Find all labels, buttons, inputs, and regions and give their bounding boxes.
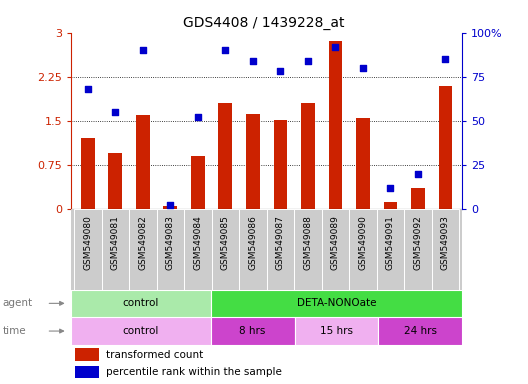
Bar xyxy=(157,209,184,290)
Text: GSM549082: GSM549082 xyxy=(138,215,147,270)
Text: DETA-NONOate: DETA-NONOate xyxy=(297,298,376,308)
Text: GSM549085: GSM549085 xyxy=(221,215,230,270)
Text: GSM549093: GSM549093 xyxy=(441,215,450,270)
Bar xyxy=(219,103,232,209)
Point xyxy=(386,185,395,191)
Bar xyxy=(71,317,211,345)
Bar xyxy=(129,209,157,290)
Bar xyxy=(322,209,349,290)
Point xyxy=(166,202,175,209)
Text: GSM549084: GSM549084 xyxy=(193,215,202,270)
Bar xyxy=(101,209,129,290)
Bar xyxy=(81,138,95,209)
Point xyxy=(359,65,367,71)
Bar xyxy=(164,206,177,209)
Text: GSM549091: GSM549091 xyxy=(386,215,395,270)
Text: GSM549088: GSM549088 xyxy=(304,215,313,270)
Point xyxy=(441,56,450,62)
Text: GSM549092: GSM549092 xyxy=(413,215,422,270)
Bar xyxy=(246,114,260,209)
Bar xyxy=(328,41,342,209)
Point xyxy=(138,47,147,53)
Bar xyxy=(274,119,287,209)
Bar xyxy=(439,86,452,209)
Point xyxy=(304,58,312,64)
Bar xyxy=(212,209,239,290)
Bar xyxy=(239,209,267,290)
Text: 24 hrs: 24 hrs xyxy=(403,326,437,336)
Bar xyxy=(75,366,99,378)
Text: transformed count: transformed count xyxy=(107,350,204,360)
Bar xyxy=(376,209,404,290)
Text: GSM549080: GSM549080 xyxy=(83,215,92,270)
Text: GSM549086: GSM549086 xyxy=(248,215,257,270)
Text: time: time xyxy=(3,326,26,336)
Point xyxy=(331,44,340,50)
Bar xyxy=(349,209,376,290)
Point xyxy=(249,58,257,64)
Point xyxy=(111,109,119,115)
Bar xyxy=(378,317,462,345)
Bar xyxy=(191,156,205,209)
Bar xyxy=(356,118,370,209)
Point xyxy=(276,68,285,74)
Text: agent: agent xyxy=(3,298,33,308)
Bar xyxy=(74,209,101,290)
Bar xyxy=(432,209,459,290)
Point xyxy=(221,47,230,53)
Bar xyxy=(211,290,462,317)
Point xyxy=(83,86,92,92)
Bar xyxy=(108,153,122,209)
Bar xyxy=(295,317,378,345)
Text: 15 hrs: 15 hrs xyxy=(320,326,353,336)
Bar xyxy=(211,317,295,345)
Bar xyxy=(75,348,99,361)
Bar xyxy=(294,209,322,290)
Bar xyxy=(411,189,425,209)
Text: GSM549083: GSM549083 xyxy=(166,215,175,270)
Bar xyxy=(136,115,150,209)
Bar xyxy=(383,202,398,209)
Text: control: control xyxy=(123,298,159,308)
Text: GSM549089: GSM549089 xyxy=(331,215,340,270)
Bar xyxy=(404,209,432,290)
Bar xyxy=(267,209,294,290)
Point xyxy=(414,170,422,177)
Bar xyxy=(301,103,315,209)
Text: 8 hrs: 8 hrs xyxy=(240,326,266,336)
Text: GSM549090: GSM549090 xyxy=(359,215,367,270)
Text: GSM549087: GSM549087 xyxy=(276,215,285,270)
Text: percentile rank within the sample: percentile rank within the sample xyxy=(107,367,282,377)
Text: control: control xyxy=(123,326,159,336)
Bar xyxy=(71,290,211,317)
Text: GDS4408 / 1439228_at: GDS4408 / 1439228_at xyxy=(183,16,345,30)
Point xyxy=(194,114,202,120)
Text: GSM549081: GSM549081 xyxy=(111,215,120,270)
Bar xyxy=(184,209,212,290)
